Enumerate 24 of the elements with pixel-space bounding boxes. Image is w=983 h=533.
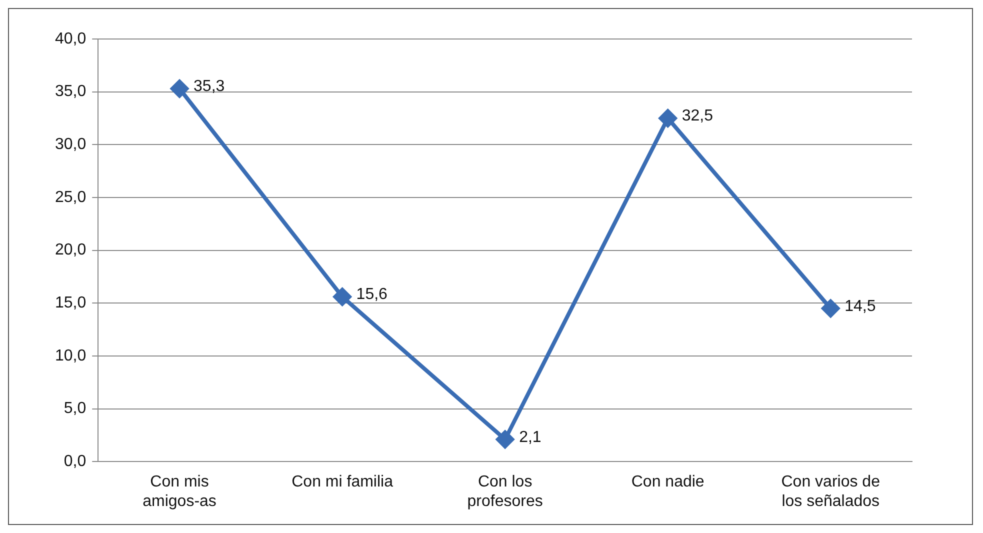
y-tick-label: 30,0: [55, 136, 86, 154]
y-tick-label: 35,0: [55, 83, 86, 100]
point: [333, 288, 352, 306]
point: [658, 109, 677, 128]
data-label: 15,6: [356, 286, 388, 304]
x-tick-label: Con varios de los señalados: [781, 474, 880, 510]
point: [170, 80, 189, 98]
y-tick-label: 40,0: [55, 30, 86, 48]
data-label: 14,5: [844, 298, 876, 315]
y-tick-label: 10,0: [55, 347, 86, 364]
x-tick-label: Con mi familia: [292, 474, 394, 491]
point: [822, 299, 840, 318]
y-tick-label: 15,0: [55, 294, 86, 312]
y-tick-label: 0,0: [64, 453, 86, 470]
y-tick-label: 5,0: [64, 400, 86, 418]
x-tick-label: Con mis amigos-as: [142, 474, 216, 510]
y-tick-label: 25,0: [55, 188, 86, 206]
data-label: 32,5: [682, 108, 714, 125]
data-label: 2,1: [519, 428, 542, 446]
x-tick-label: Con los profesores: [467, 474, 543, 510]
data-label: 35,3: [194, 78, 225, 96]
point: [496, 430, 514, 448]
x-tick-label: Con nadie: [631, 474, 704, 491]
y-tick-label: 20,0: [55, 242, 86, 259]
